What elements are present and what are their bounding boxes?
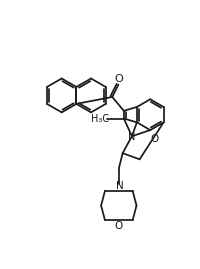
Text: N: N [116, 180, 123, 190]
Text: O: O [114, 74, 123, 84]
Text: H₃C: H₃C [91, 114, 109, 123]
Text: N: N [128, 132, 136, 142]
Text: O: O [115, 221, 123, 231]
Text: O: O [151, 134, 159, 144]
